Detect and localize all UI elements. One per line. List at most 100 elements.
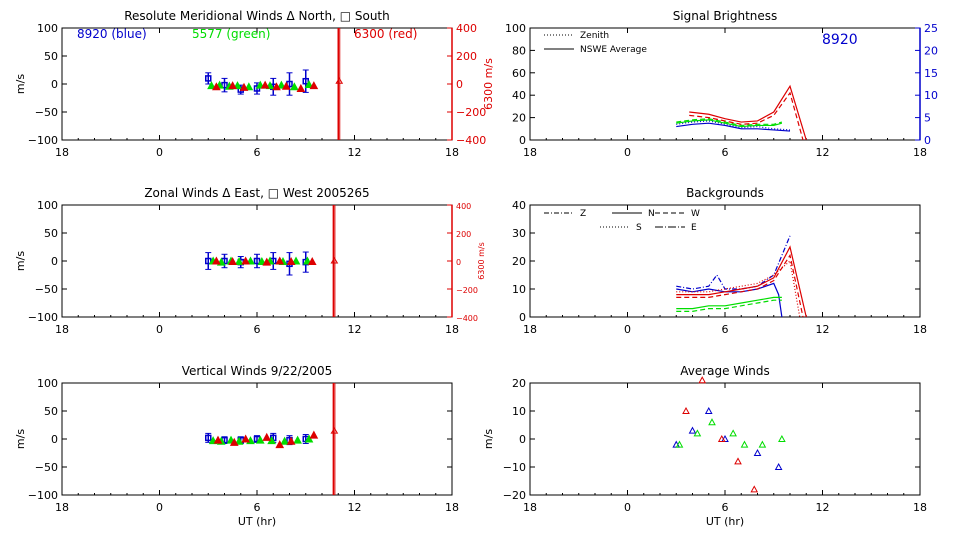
x-tick-label: 12 (816, 501, 830, 514)
y-axis-label: m/s (482, 429, 495, 449)
y-tick-label: 100 (37, 22, 58, 35)
legend-label: Zenith (580, 31, 609, 41)
data-point-triangle (304, 434, 314, 443)
x-tick-label: 18 (55, 146, 69, 159)
right-tick-label: −400 (456, 134, 486, 147)
chart-title: Average Winds (680, 364, 770, 378)
series-line (676, 118, 783, 127)
series-line (676, 253, 804, 318)
spike-marker (335, 77, 344, 84)
series-line (676, 296, 782, 310)
right-tick-label: 400 (456, 202, 471, 211)
data-point-triangle (228, 81, 237, 90)
x-tick-label: 0 (156, 146, 163, 159)
y-tick-label: 40 (512, 199, 526, 212)
chart-title: Vertical Winds 9/22/2005 (182, 364, 333, 378)
right-tick-label: 200 (456, 230, 471, 239)
annotation-label: 5577 (green) (192, 27, 270, 41)
x-tick-label: 18 (55, 501, 69, 514)
data-point-triangle (734, 457, 742, 465)
chart-meridional: Resolute Meridional Winds Δ North, □ Sou… (14, 9, 495, 159)
x-tick-label: 0 (624, 146, 631, 159)
y-tick-label: −100 (28, 134, 58, 147)
series-line (676, 245, 807, 318)
y-tick-label: −50 (35, 106, 58, 119)
data-point-triangle (241, 256, 250, 265)
y-tick-label: 20 (512, 255, 526, 268)
x-tick-label: 12 (816, 146, 830, 159)
right-tick-label: 200 (456, 50, 477, 63)
data-point-triangle (262, 257, 272, 266)
y-tick-label: 0 (519, 134, 526, 147)
data-point-triangle (307, 257, 317, 266)
y-tick-label: 50 (44, 50, 58, 63)
right-tick-label: 20 (924, 44, 938, 57)
data-point-square (302, 77, 309, 85)
data-point-triangle (207, 81, 216, 90)
data-point-triangle (229, 437, 239, 446)
chart-vertical: Vertical Winds 9/22/2005 18 0 6 12 18 100 50 0 −5… (14, 364, 459, 528)
data-point-triangle (296, 83, 306, 92)
data-point-triangle (213, 435, 223, 444)
x-tick-label: 18 (55, 323, 69, 336)
y-tick-label: 20 (512, 377, 526, 390)
data-point-triangle (708, 418, 716, 426)
data-point-triangle (275, 256, 285, 265)
y-tick-label: 0 (51, 433, 58, 446)
data-point-triangle (239, 82, 249, 91)
chart-title: Signal Brightness (673, 9, 778, 23)
y-tick-label: 0 (519, 433, 526, 446)
data-point-triangle (758, 440, 767, 448)
x-tick-label: 0 (624, 323, 631, 336)
data-point-triangle (212, 82, 221, 91)
data-point-triangle (750, 485, 759, 493)
right-tick-label: −400 (456, 314, 478, 323)
chart-title: Zonal Winds Δ East, □ West 2005265 (144, 186, 369, 200)
y-tick-label: 100 (37, 199, 58, 212)
x-tick-label: 6 (254, 146, 261, 159)
y-tick-label: 30 (512, 227, 526, 240)
data-point-triangle (255, 435, 265, 444)
right-axis-label: 6300 m/s (482, 58, 495, 110)
annotation-label: 8920 (blue) (77, 27, 147, 41)
legend-label: S (636, 223, 642, 233)
data-point-triangle (260, 80, 270, 89)
x-tick-label: 0 (156, 501, 163, 514)
data-point-triangle (286, 257, 296, 266)
data-point-triangle (698, 376, 707, 384)
data-point-triangle (290, 82, 299, 91)
series-line (676, 259, 801, 318)
y-axis-label: m/s (14, 74, 27, 94)
data-point-triangle (717, 434, 726, 442)
y-tick-label: 0 (519, 311, 526, 324)
data-point-triangle (272, 82, 281, 91)
data-point-triangle (753, 448, 762, 456)
y-tick-label: −20 (503, 489, 526, 502)
series-line (676, 122, 791, 132)
y-tick-label: 0 (51, 78, 58, 91)
series-line (689, 84, 807, 141)
y-tick-label: 100 (37, 377, 58, 390)
x-tick-label: 12 (816, 323, 830, 336)
y-axis-label: m/s (14, 429, 27, 449)
annotation-label: 6300 (red) (354, 27, 417, 41)
x-tick-label: 18 (523, 146, 537, 159)
series-line (676, 120, 791, 131)
right-tick-label: 0 (456, 258, 461, 267)
data-point-triangle (277, 80, 286, 89)
y-tick-label: 10 (512, 283, 526, 296)
y-tick-label: 50 (44, 227, 58, 240)
x-tick-label: 18 (445, 501, 459, 514)
y-tick-label: −100 (28, 489, 58, 502)
data-point-triangle (740, 440, 749, 448)
chart-zonal: Zonal Winds Δ East, □ West 2005265 18 0 6 12… (14, 186, 486, 336)
legend-label: N (648, 209, 655, 219)
spike-marker (330, 427, 339, 434)
x-tick-label: 6 (254, 323, 261, 336)
plot-frame (529, 204, 921, 318)
plot-frame (529, 382, 921, 496)
data-point-triangle (693, 429, 702, 437)
data-point-triangle (309, 81, 319, 90)
